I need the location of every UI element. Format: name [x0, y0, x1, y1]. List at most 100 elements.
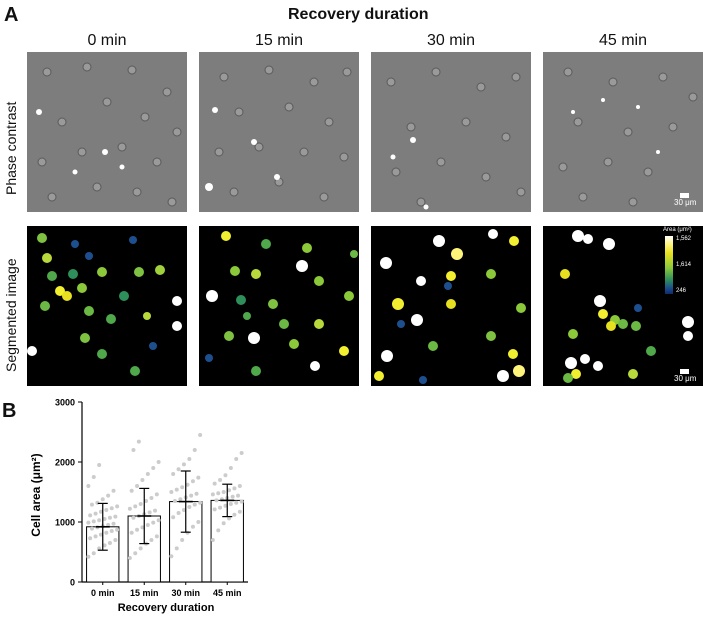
data-point [180, 538, 185, 542]
data-point [102, 517, 107, 521]
data-point [185, 482, 190, 487]
y-tick-label: 0 [70, 578, 75, 588]
data-point [239, 451, 244, 455]
data-point [218, 478, 223, 482]
data-point [107, 515, 112, 520]
data-point [232, 512, 237, 517]
data-point [156, 518, 161, 523]
data-point [136, 439, 141, 444]
data-point [133, 504, 138, 509]
x-axis-label: Recovery duration [118, 602, 215, 614]
data-point [149, 538, 154, 542]
segmented-cells-15min [205, 231, 358, 376]
area-colorbar [665, 236, 673, 294]
data-point [171, 472, 176, 476]
data-point [127, 506, 132, 511]
data-point [232, 486, 237, 491]
data-point [228, 466, 233, 470]
row-label-phase-contrast: Phase contrast [3, 101, 19, 195]
panel-b-letter: B [2, 400, 17, 422]
column-label-30min: 30 min [426, 32, 476, 49]
data-point [97, 518, 102, 523]
data-point [237, 484, 242, 488]
data-point [100, 497, 105, 502]
data-point [91, 551, 96, 556]
data-point [89, 502, 94, 507]
data-point [138, 546, 143, 551]
phase-cells-30min [386, 67, 526, 210]
data-point [131, 515, 136, 520]
data-point [140, 525, 145, 530]
data-point [192, 502, 197, 507]
colorbar-min-label: 246 [676, 288, 687, 294]
data-point [115, 504, 120, 509]
data-point [210, 538, 215, 542]
data-point [93, 511, 98, 516]
scale-bar-segmented-label: 30 μm [674, 374, 697, 383]
data-point [102, 543, 107, 548]
data-point [212, 507, 217, 512]
data-point [129, 530, 134, 535]
colorbar-mid-label: 1,614 [676, 262, 692, 268]
data-point [227, 488, 232, 493]
data-point [171, 515, 176, 520]
data-point [190, 479, 195, 484]
data-point [153, 508, 158, 513]
phase-cells-0min [36, 62, 182, 207]
data-point [127, 556, 132, 560]
data-point [145, 472, 150, 476]
data-point [138, 502, 143, 506]
segmented-cells-45min [560, 230, 694, 383]
data-point [236, 493, 241, 498]
data-point [86, 554, 91, 559]
data-point [154, 492, 159, 497]
data-point [190, 524, 195, 529]
data-point [144, 499, 149, 503]
data-point [194, 491, 199, 496]
data-point [181, 508, 186, 512]
colorbar-title: Area (μm²) [663, 227, 692, 233]
data-point [97, 463, 102, 467]
y-tick-label: 2000 [55, 458, 75, 468]
data-point [156, 460, 161, 464]
phase-contrast-image-45min: 30 μm [543, 52, 703, 212]
y-tick-label: 3000 [55, 398, 75, 408]
data-point [135, 527, 140, 532]
cell-area-bar-chart: 0 1000 2000 3000 0 min 15 min 30 min 45 min Cel… [29, 398, 248, 614]
data-point [91, 519, 96, 524]
data-point [113, 514, 118, 519]
data-point [106, 493, 111, 498]
colorbar-max-label: 1,562 [676, 236, 692, 242]
data-point [237, 509, 242, 514]
data-point [223, 503, 228, 508]
data-point [210, 492, 215, 497]
data-point [196, 475, 201, 480]
x-tick-label: 15 min [130, 588, 159, 598]
phase-contrast-image-0min [27, 52, 187, 212]
data-point [169, 554, 174, 559]
data-point [187, 505, 192, 509]
data-point [115, 527, 120, 532]
data-point [216, 528, 221, 533]
data-point [86, 520, 91, 525]
data-point [228, 502, 233, 506]
phase-contrast-image-15min [199, 52, 359, 212]
data-point [107, 541, 112, 545]
data-point [109, 529, 114, 533]
data-point [218, 505, 223, 510]
data-point [151, 520, 156, 525]
data-point [131, 448, 136, 452]
data-point [176, 511, 181, 515]
phase-cells-15min [205, 65, 352, 202]
bar [169, 501, 203, 583]
data-point [189, 493, 194, 498]
data-point [97, 546, 102, 551]
data-point [109, 506, 114, 511]
data-point [187, 457, 192, 461]
data-point [223, 473, 228, 478]
data-point [104, 508, 109, 512]
recovery-duration-title: Recovery duration [288, 6, 429, 23]
data-point [91, 475, 96, 479]
data-point [212, 481, 217, 486]
scale-bar-label: 30 μm [674, 198, 697, 207]
